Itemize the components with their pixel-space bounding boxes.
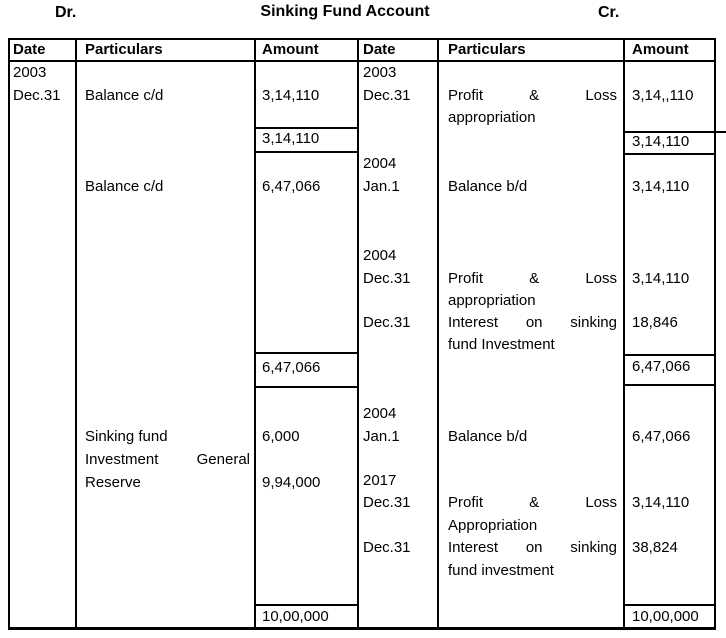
header-underline [8,60,716,62]
debit-row1-amount: 3,14,110 [262,87,320,104]
credit-total2-overline [623,354,716,356]
dr-label: Dr. [55,4,77,21]
divider-center [357,38,359,630]
credit-row6-word-profit: Profit [448,494,484,511]
credit-total1-underline [623,153,716,155]
credit-row5-particulars: Balance b/d [448,428,528,445]
credit-total1-overline [623,131,726,133]
column-header-date-left: Date [13,41,46,58]
credit-row1-date: Dec.31 [363,87,411,104]
credit-row4-word-on: on [525,314,543,331]
account-title: Sinking Fund Account [260,3,430,20]
debit-row3-particulars-line2: Investment General [85,451,250,469]
credit-row5-date: Jan.1 [363,428,400,445]
credit-row2-year: 2004 [363,155,397,172]
credit-row6-date: Dec.31 [363,494,411,511]
credit-total3-overline [623,604,716,606]
debit-row2-particulars: Balance c/d [85,178,164,195]
credit-row4-date: Dec.31 [363,314,411,331]
debit-total2: 6,47,066 [262,359,321,376]
credit-row3-word-profit: Profit [448,270,484,287]
credit-total1: 3,14,110 [632,133,690,150]
credit-total2-underline [623,384,716,386]
credit-row7-amount: 38,824 [632,539,678,556]
debit-row1-particulars: Balance c/d [85,87,164,104]
divider-date-particulars-right [437,38,439,630]
debit-total2-underline [254,386,357,388]
debit-row3-amount2: 9,94,000 [262,474,321,491]
column-header-amount-right: Amount [632,41,689,58]
debit-total3-overline [254,604,357,606]
credit-row1-year: 2003 [363,64,397,81]
credit-row6-particulars-line2: Appropriation [448,517,538,534]
credit-row6-word-amp: & [529,494,540,511]
debit-row3-amount1: 6,000 [262,428,300,445]
divider-particulars-amount-right [623,38,625,630]
debit-total1-overline [254,127,357,129]
credit-row1-word-loss: Loss [585,87,617,104]
debit-row3-word-general: General [196,451,250,468]
credit-row3-word-loss: Loss [585,270,617,287]
debit-total2-overline [254,352,357,354]
credit-row2-date: Jan.1 [363,178,400,195]
credit-row3-particulars-line2: appropriation [448,292,536,309]
credit-row1-amount: 3,14,,110 [632,87,694,104]
debit-row3-particulars-line3: Reserve [85,474,141,491]
credit-row4-amount: 18,846 [632,314,678,331]
debit-total1: 3,14,110 [262,130,320,147]
divider-particulars-amount-left [254,38,256,630]
credit-row2-amount: 3,14,110 [632,178,690,195]
credit-row6-amount: 3,14,110 [632,494,690,511]
debit-total1-underline [254,151,357,153]
credit-row5-year: 2004 [363,405,397,422]
credit-row1-word-amp: & [529,87,540,104]
credit-row1-particulars-line2: appropriation [448,109,536,126]
debit-row3-word-investment: Investment [85,451,159,468]
credit-row1-word-profit: Profit [448,87,484,104]
credit-row2-particulars: Balance b/d [448,178,528,195]
credit-row7-particulars-line1: Interest on sinking [448,539,617,557]
credit-row4-word-interest: Interest [448,314,499,331]
debit-row2-amount: 6,47,066 [262,178,321,195]
column-header-particulars-right: Particulars [448,41,526,58]
credit-row4-word-sinking: sinking [570,314,617,331]
debit-total3: 10,00,000 [262,608,329,625]
credit-row6-particulars-line1: Profit & Loss [448,494,617,512]
credit-row4-particulars-line1: Interest on sinking [448,314,617,332]
column-header-amount-left: Amount [262,41,319,58]
credit-row7-word-sinking: sinking [570,539,617,556]
credit-row7-word-interest: Interest [448,539,499,556]
credit-row7-date: Dec.31 [363,539,411,556]
credit-row6-word-loss: Loss [585,494,617,511]
debit-row1-date: Dec.31 [13,87,61,104]
cr-label: Cr. [598,4,620,21]
credit-row7-particulars-line2: fund investment [448,562,554,579]
credit-row5-amount: 6,47,066 [632,428,691,445]
credit-row6-year: 2017 [363,472,397,489]
debit-row1-year: 2003 [13,64,47,81]
credit-row4-particulars-line2: fund Investment [448,336,555,353]
credit-row3-year: 2004 [363,247,397,264]
table-frame [8,38,716,630]
credit-row1-particulars-line1: Profit & Loss [448,87,617,105]
divider-date-particulars-left [75,38,77,630]
credit-total3: 10,00,000 [632,608,699,625]
column-header-particulars-left: Particulars [85,41,163,58]
credit-total2: 6,47,066 [632,358,691,375]
debit-row3-particulars-line1: Sinking fund [85,428,168,445]
credit-row7-word-on: on [525,539,543,556]
credit-row3-particulars-line1: Profit & Loss [448,270,617,288]
credit-row3-amount: 3,14,110 [632,270,690,287]
column-header-date-right: Date [363,41,396,58]
credit-row3-date: Dec.31 [363,270,411,287]
credit-row3-word-amp: & [529,270,540,287]
